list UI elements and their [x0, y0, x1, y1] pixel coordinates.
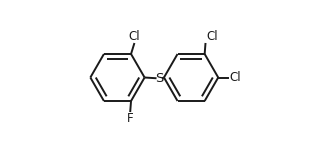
Text: Cl: Cl [128, 30, 140, 43]
Text: S: S [155, 72, 164, 85]
Text: Cl: Cl [229, 71, 241, 84]
Text: Cl: Cl [206, 30, 218, 43]
Text: F: F [127, 112, 133, 125]
